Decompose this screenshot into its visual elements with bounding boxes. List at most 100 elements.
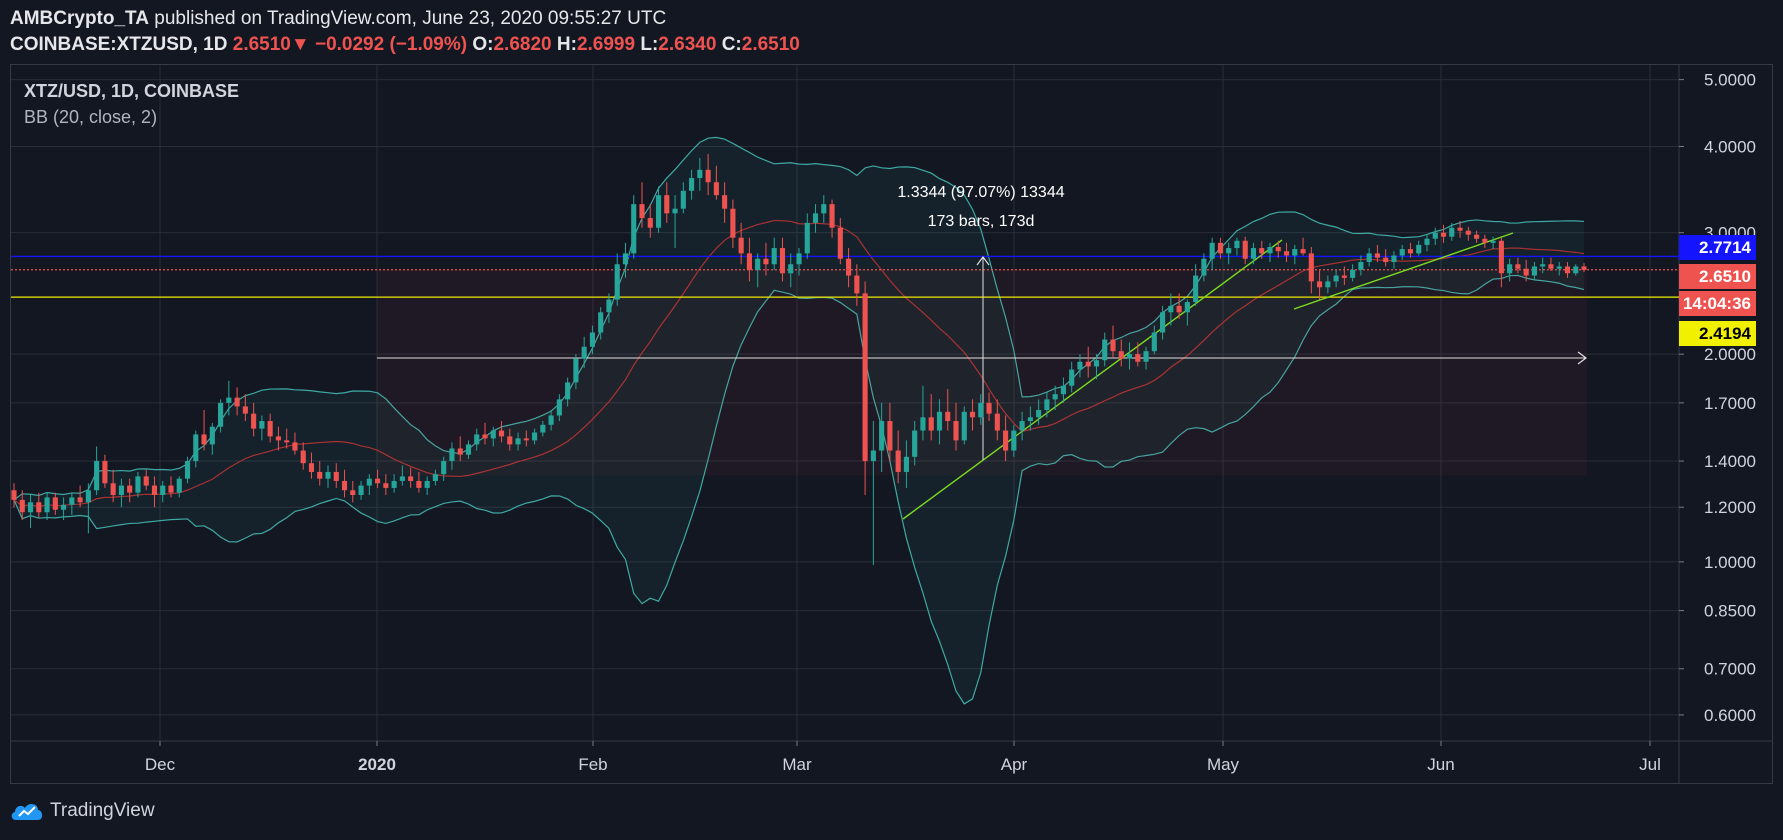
time-axis[interactable]: Dec 2020 Feb Mar Apr May Jun Jul <box>145 741 1661 774</box>
candle-body <box>879 421 885 451</box>
price-tag-box <box>1679 264 1756 289</box>
candle-body <box>143 476 149 486</box>
candle-body <box>135 476 141 493</box>
candle-body <box>366 478 372 486</box>
candle-body <box>755 258 761 270</box>
y-tick-label: 0.8500 <box>1704 602 1756 621</box>
candle-body <box>110 483 116 496</box>
candle-body <box>1102 339 1108 361</box>
candle-body <box>556 399 562 416</box>
x-tick-label: May <box>1207 755 1240 774</box>
candle-body <box>457 448 463 455</box>
bb-upper-line <box>13 136 1585 501</box>
candle-body <box>259 421 265 429</box>
candle-body <box>226 397 232 403</box>
candle-body <box>705 169 711 183</box>
candle-body <box>1118 351 1124 359</box>
candle-body <box>1531 266 1537 276</box>
candle-body <box>1160 312 1166 333</box>
candle-body <box>895 450 901 472</box>
candle-body <box>672 208 678 214</box>
candle-body <box>160 485 166 496</box>
candle-body <box>920 417 926 431</box>
candle-body <box>689 178 695 191</box>
price-tag-box <box>1679 321 1756 346</box>
y-tick-label: 1.4000 <box>1704 452 1756 471</box>
y-tick-label: 1.2000 <box>1704 498 1756 517</box>
y-tick-label: 0.6000 <box>1704 706 1756 725</box>
candle-body <box>1482 238 1488 243</box>
candle-body <box>308 463 315 472</box>
high-label: H: <box>556 34 577 55</box>
candle-body <box>631 204 637 254</box>
candle-body <box>85 490 91 503</box>
candle-body <box>350 490 356 496</box>
candle-body <box>424 480 430 488</box>
bb-lower-line <box>13 274 1585 705</box>
price-tags: 2.7714 2.6510 14:04:36 2.4194 <box>1679 235 1756 346</box>
measure-label-bars: 173 bars, 173d <box>928 213 1035 230</box>
candle-body <box>1126 354 1133 359</box>
candle-body <box>1292 249 1298 256</box>
legend-indicator[interactable]: BB (20, close, 2) <box>24 107 158 127</box>
candle-body <box>680 190 686 209</box>
candle-body <box>358 485 364 496</box>
price-axis[interactable]: 5.00004.00003.00002.00001.70001.40001.20… <box>1679 71 1756 725</box>
chart-frame[interactable] <box>10 64 1773 784</box>
candle-body <box>639 204 645 219</box>
candle-body <box>1440 232 1447 237</box>
candle-body <box>1226 248 1232 254</box>
candle-body <box>69 497 75 505</box>
candle-body <box>903 456 909 472</box>
candle-body <box>821 204 827 214</box>
candle-body <box>870 450 876 462</box>
candle-body <box>507 436 513 445</box>
trendline-2 <box>1293 232 1514 310</box>
candle-body <box>1523 268 1529 276</box>
candle-body <box>168 485 174 493</box>
candle-body <box>94 461 100 491</box>
candle-body <box>1267 247 1273 254</box>
candle-body <box>862 293 868 462</box>
candle-body <box>1135 354 1141 362</box>
candle-body <box>1515 264 1521 269</box>
candle-body <box>1027 417 1033 422</box>
candle-body <box>1548 264 1554 269</box>
candle-body <box>573 358 579 383</box>
candle-body <box>788 264 794 274</box>
candle-body <box>994 413 1000 431</box>
publisher-name[interactable]: AMBCrypto_TA <box>10 8 149 29</box>
candle-body <box>1283 251 1290 256</box>
candle-body <box>961 411 967 441</box>
candle-body <box>1366 253 1372 263</box>
candle-body <box>317 471 323 479</box>
candle-body <box>399 476 405 481</box>
candle-body <box>523 438 529 441</box>
candle-body <box>1490 240 1496 243</box>
candle-body <box>474 434 480 445</box>
candle-body <box>887 421 893 451</box>
candle-body <box>1399 249 1405 256</box>
close-label: C: <box>721 34 742 55</box>
candle-body <box>1176 305 1182 313</box>
candle-body <box>341 480 348 491</box>
candle-body <box>284 440 290 443</box>
x-tick-label: Apr <box>1001 755 1028 774</box>
legend-title[interactable]: XTZ/USD, 1D, COINBASE <box>24 81 240 101</box>
candle-body <box>465 444 472 455</box>
tradingview-logo[interactable]: TradingView <box>10 800 155 822</box>
candle-body <box>1036 410 1042 418</box>
x-tick-label: Mar <box>782 755 812 774</box>
candle-body <box>1556 266 1562 269</box>
candle-body <box>655 195 662 228</box>
candle-body <box>498 430 505 437</box>
candle-body <box>11 490 17 500</box>
candle-body <box>1143 351 1149 362</box>
candle-body <box>1209 242 1215 259</box>
candle-body <box>746 253 752 270</box>
x-tick-label: Dec <box>145 755 176 774</box>
candle-body <box>589 332 595 347</box>
candle-body <box>697 169 703 179</box>
candle-body <box>978 402 984 418</box>
